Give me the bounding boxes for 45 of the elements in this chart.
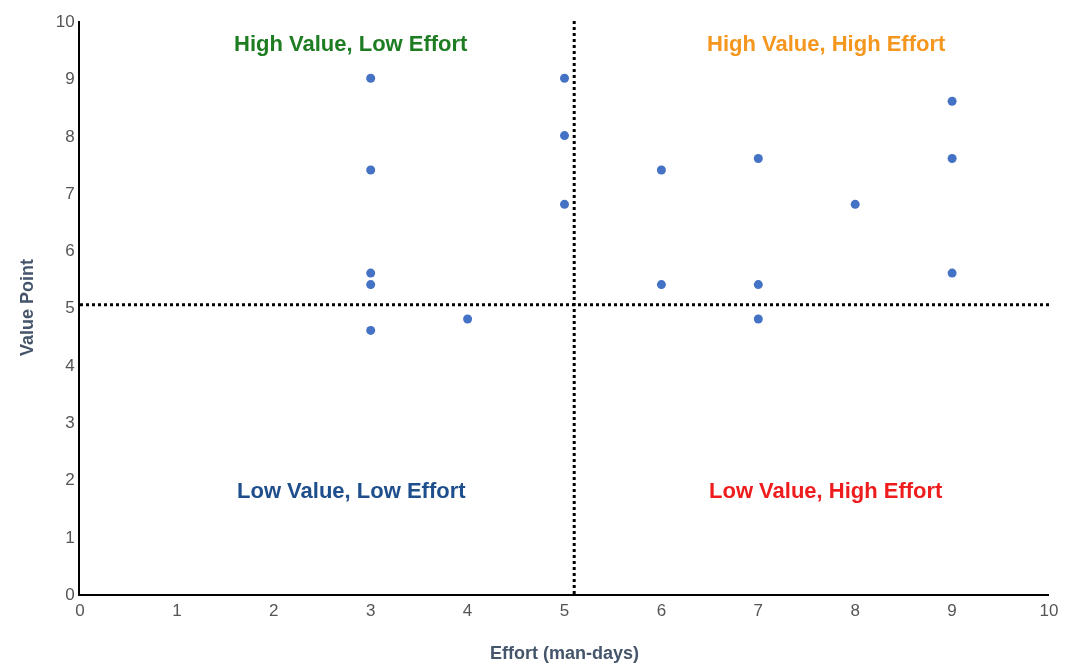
point: [850, 199, 860, 209]
x-tick-label: 3: [365, 601, 376, 621]
point: [560, 131, 569, 141]
point: [463, 314, 473, 324]
point: [366, 165, 376, 175]
x-tick-label: 1: [172, 601, 182, 621]
point: [366, 73, 376, 83]
point: [753, 314, 763, 324]
point: [656, 280, 666, 290]
x-axis-title: Effort (man-days): [489, 643, 640, 663]
y-tick-label: 9: [65, 69, 75, 89]
point: [656, 165, 666, 175]
point: [560, 199, 569, 209]
x-tick-label: 10: [1039, 601, 1059, 621]
y-tick-label: 5: [65, 298, 75, 318]
point: [366, 325, 376, 335]
x-tick-label: 5: [559, 601, 570, 621]
y-tick-label: 7: [65, 183, 75, 203]
x-tick-label: 4: [462, 601, 473, 621]
y-tick-label: 3: [65, 413, 75, 433]
annotation: Low Value, High Effort: [709, 478, 944, 503]
y-axis-title: Value Point: [17, 258, 37, 357]
x-tick-label: 7: [753, 601, 764, 621]
point: [947, 96, 957, 106]
y-tick-label: 8: [65, 126, 75, 146]
x-tick-label: 6: [656, 601, 667, 621]
y-tick-label: 10: [55, 11, 75, 31]
point: [947, 154, 957, 164]
y-tick-label: 2: [65, 470, 75, 490]
annotation: High Value, Low Effort: [234, 31, 469, 56]
point: [753, 154, 763, 164]
x-tick-label: 8: [850, 601, 860, 621]
x-tick-label: 2: [269, 601, 279, 621]
point: [366, 268, 376, 278]
point: [560, 73, 569, 83]
annotation: Low Value, Low Effort: [237, 478, 467, 503]
x-tick-label: 9: [947, 601, 957, 621]
point: [947, 268, 957, 278]
annotation: High Value, High Effort: [707, 31, 947, 56]
y-tick-label: 4: [65, 355, 75, 375]
y-tick-label: 6: [65, 241, 75, 261]
y-tick-label: 1: [65, 527, 75, 547]
y-tick-label: 0: [65, 584, 75, 604]
point: [753, 280, 763, 290]
point: [366, 280, 376, 290]
